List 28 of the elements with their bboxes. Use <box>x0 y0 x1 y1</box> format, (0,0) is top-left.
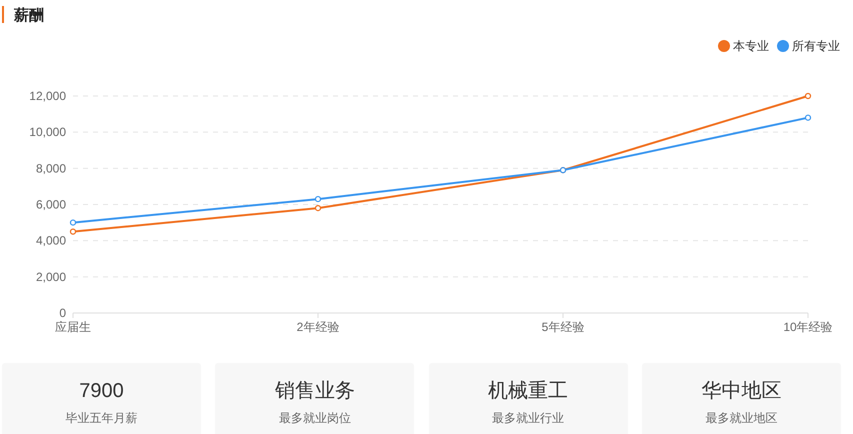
x-tick-label: 应届生 <box>55 320 91 334</box>
text: 最多就业地区 <box>704 410 778 426</box>
x-tick-label: 2年经验 <box>296 320 340 334</box>
y-tick-label: 12,000 <box>29 89 66 103</box>
text: 最多就业行业 <box>491 410 566 426</box>
text: 7900 <box>78 379 125 403</box>
x-tick-label: 10年经验 <box>783 320 833 334</box>
chart-title: 薪酬 <box>13 7 44 24</box>
point <box>314 205 322 212</box>
point <box>70 228 76 235</box>
text: 毕业五年月薪 <box>64 410 138 426</box>
point <box>804 114 812 121</box>
y-tick-label: 10,000 <box>29 125 66 140</box>
legend-label: 本专业 <box>733 39 769 53</box>
x-tick-label: 5年经验 <box>542 320 584 334</box>
point <box>804 92 812 100</box>
y-tick-label: 8,000 <box>36 161 66 176</box>
y-tick-label: 2,000 <box>36 270 66 284</box>
text: 最多就业岗位 <box>278 410 352 426</box>
point <box>314 196 322 202</box>
text: 华中地区 <box>700 379 782 403</box>
text: 机械重工 <box>487 379 570 403</box>
y-tick-label: 0 <box>59 306 66 320</box>
text: 销售业务 <box>274 379 356 403</box>
y-tick-label: 4,000 <box>36 234 66 248</box>
y-tick-label: 6,000 <box>36 198 66 212</box>
point <box>70 219 76 226</box>
legend-label: 所有专业 <box>792 39 840 53</box>
